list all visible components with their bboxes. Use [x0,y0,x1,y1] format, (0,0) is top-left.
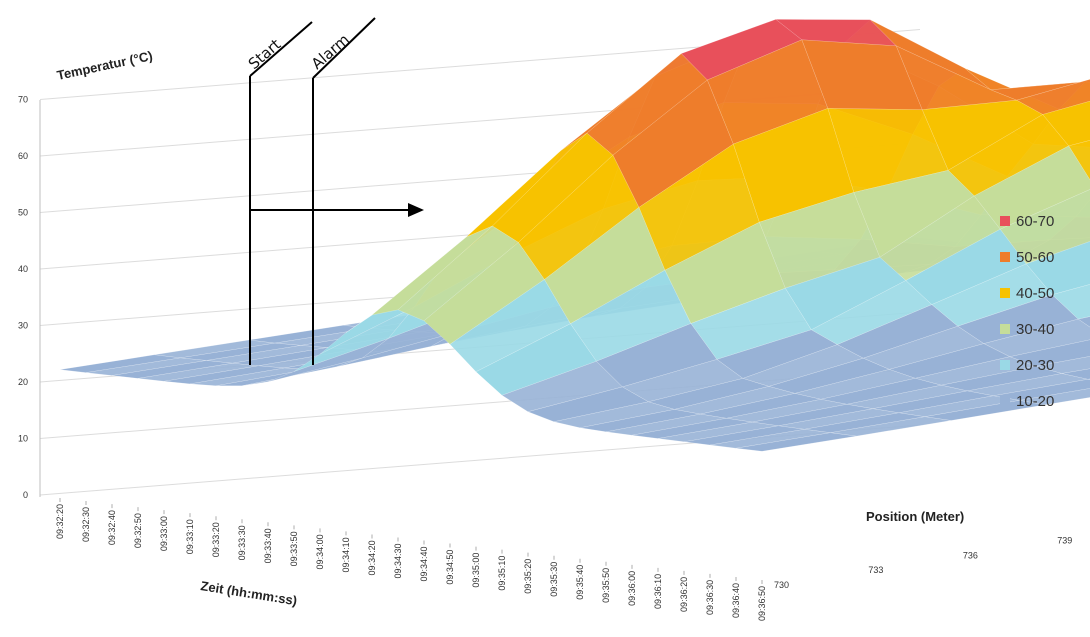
x-tick-label: 09:34:20 [367,540,377,575]
x-tick-label: 09:35:50 [601,568,611,603]
x-tick-label: 09:34:30 [393,544,403,579]
marker-label-alarm: Alarm [308,30,353,73]
x-tick-label: 09:35:30 [549,562,559,597]
z-tick-label: 20 [18,377,28,387]
x-tick-label: 09:34:40 [419,547,429,582]
x-tick-label: 09:35:10 [497,556,507,591]
x-tick-label: 09:35:00 [471,553,481,588]
z-tick-label: 40 [18,264,28,274]
x-tick-label: 09:36:50 [757,586,767,621]
marker-diagonal-alarm [312,17,376,79]
z-tick-label: 10 [18,434,28,444]
x-tick-label: 09:36:00 [627,571,637,606]
x-tick-label: 09:34:50 [445,550,455,585]
x-axis: 09:32:20 09:32:30 09:32:40 09:32:50 09:33:00… [55,498,767,621]
x-tick-label: 09:33:00 [159,516,169,551]
legend-label: 20-30 [1016,357,1054,374]
x-tick-label: 09:33:40 [263,528,273,563]
x-tick-label: 09:35:20 [523,559,533,594]
y-tick-label: 730 [774,580,789,590]
surface-cell [1087,378,1090,380]
z-tick-label: 60 [18,151,28,161]
x-tick-label: 09:36:30 [705,580,715,615]
surface-cell [1025,241,1090,295]
legend-swatch [1000,360,1010,370]
x-tick-label: 09:35:40 [575,565,585,600]
legend-swatch [1000,216,1010,226]
surface-cell [1077,316,1090,328]
legend-swatch [1000,252,1010,262]
legend-label: 50-60 [1016,249,1054,266]
z-axis-title: Temperatur (°C) [56,48,154,83]
x-tick-label: 09:33:20 [211,522,221,557]
surface-cell [1035,356,1090,374]
x-tick-label: 09:32:40 [107,510,117,545]
surface-cell [1042,100,1090,147]
legend-swatch [1000,288,1010,298]
x-tick-label: 09:32:20 [55,504,65,539]
x-tick-label: 09:34:10 [341,537,351,572]
surface-cell [1016,79,1090,115]
annotation-arrowhead [408,203,424,217]
x-axis-title: Zeit (hh:mm:ss) [200,578,299,608]
legend-label: 40-50 [1016,285,1054,302]
x-tick-label: 09:36:20 [679,577,689,612]
x-tick-label: 09:36:10 [653,574,663,609]
x-tick-label: 09:33:10 [185,519,195,554]
x-tick-label: 09:32:50 [133,513,143,548]
x-tick-label: 09:33:30 [237,525,247,560]
marker-diagonal-start [249,21,313,77]
legend-label: 60-70 [1016,213,1054,230]
legend-swatch [1000,324,1010,334]
surface-cell [735,432,857,452]
y-tick-label: 739 [1057,536,1072,546]
y-tick-label: 733 [868,565,883,575]
x-tick-label: 09:32:30 [81,507,91,542]
y-axis-title: Position (Meter) [866,509,964,524]
legend-label: 30-40 [1016,321,1054,338]
surface-cell [1068,140,1090,181]
legend-label: 10-20 [1016,393,1054,410]
x-tick-label: 09:33:50 [289,531,299,566]
z-tick-label: 0 [23,490,28,500]
legend: 60-70 50-60 40-50 30-40 20-30 10-20 [1000,213,1054,410]
legend-swatch [1000,396,1010,406]
z-tick-label: 30 [18,321,28,331]
surface-plot [59,19,1090,452]
y-tick-label: 736 [963,550,978,560]
z-tick-label: 50 [18,208,28,218]
y-axis: 730733736739742745748751754757 [774,536,1072,590]
marker-label-start: Start [245,35,285,73]
z-tick-label: 70 [18,95,28,105]
surface-cell [999,189,1090,265]
z-axis: 0 10 20 30 40 50 60 70 [18,95,41,500]
x-tick-label: 09:34:00 [315,534,325,569]
x-tick-label: 09:36:40 [731,583,741,618]
surface-cell [1051,284,1090,320]
